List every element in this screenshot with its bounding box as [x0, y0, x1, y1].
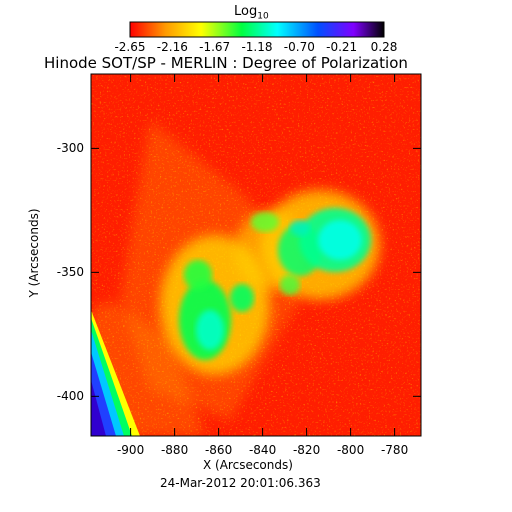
colorbar-tick-label: 0.28 [370, 40, 398, 54]
x-tick-label: -900 [116, 443, 145, 457]
colorbar-label: Log10 [234, 5, 269, 22]
colorbar-label-main: Log [234, 4, 258, 19]
y-tick-label: -350 [56, 265, 84, 280]
plot-frame [90, 73, 422, 437]
colorbar [129, 21, 385, 38]
x-tick-label: -780 [380, 443, 409, 457]
colorbar-tick-label: -1.18 [241, 40, 273, 54]
heatmap-image [91, 74, 421, 436]
x-tick-label: -880 [160, 443, 189, 457]
x-axis-label: X (Arcseconds) [203, 458, 293, 472]
x-axis-ticks [130, 74, 396, 436]
colorbar-tick-label: -2.65 [114, 40, 146, 54]
x-tick-label: -860 [204, 443, 233, 457]
colorbar-tick-label: -2.16 [156, 40, 188, 54]
y-axis-label: Y (Arcseconds) [27, 208, 41, 298]
x-tick-label: -840 [248, 443, 277, 457]
colorbar-tick-label: -0.70 [283, 40, 315, 54]
y-tick-label: -400 [56, 389, 84, 404]
timestamp: 24-Mar-2012 20:01:06.363 [160, 476, 321, 490]
colorbar-label-sub: 10 [257, 11, 269, 22]
colorbar-tick-label: -1.67 [199, 40, 231, 54]
colorbar-tick-label: -0.21 [326, 40, 358, 54]
x-tick-label: -820 [292, 443, 321, 457]
y-tick-label: -300 [56, 141, 84, 156]
y-axis-ticks [91, 147, 421, 397]
chart-title: Hinode SOT/SP - MERLIN : Degree of Polar… [44, 54, 408, 72]
x-tick-label: -800 [336, 443, 365, 457]
